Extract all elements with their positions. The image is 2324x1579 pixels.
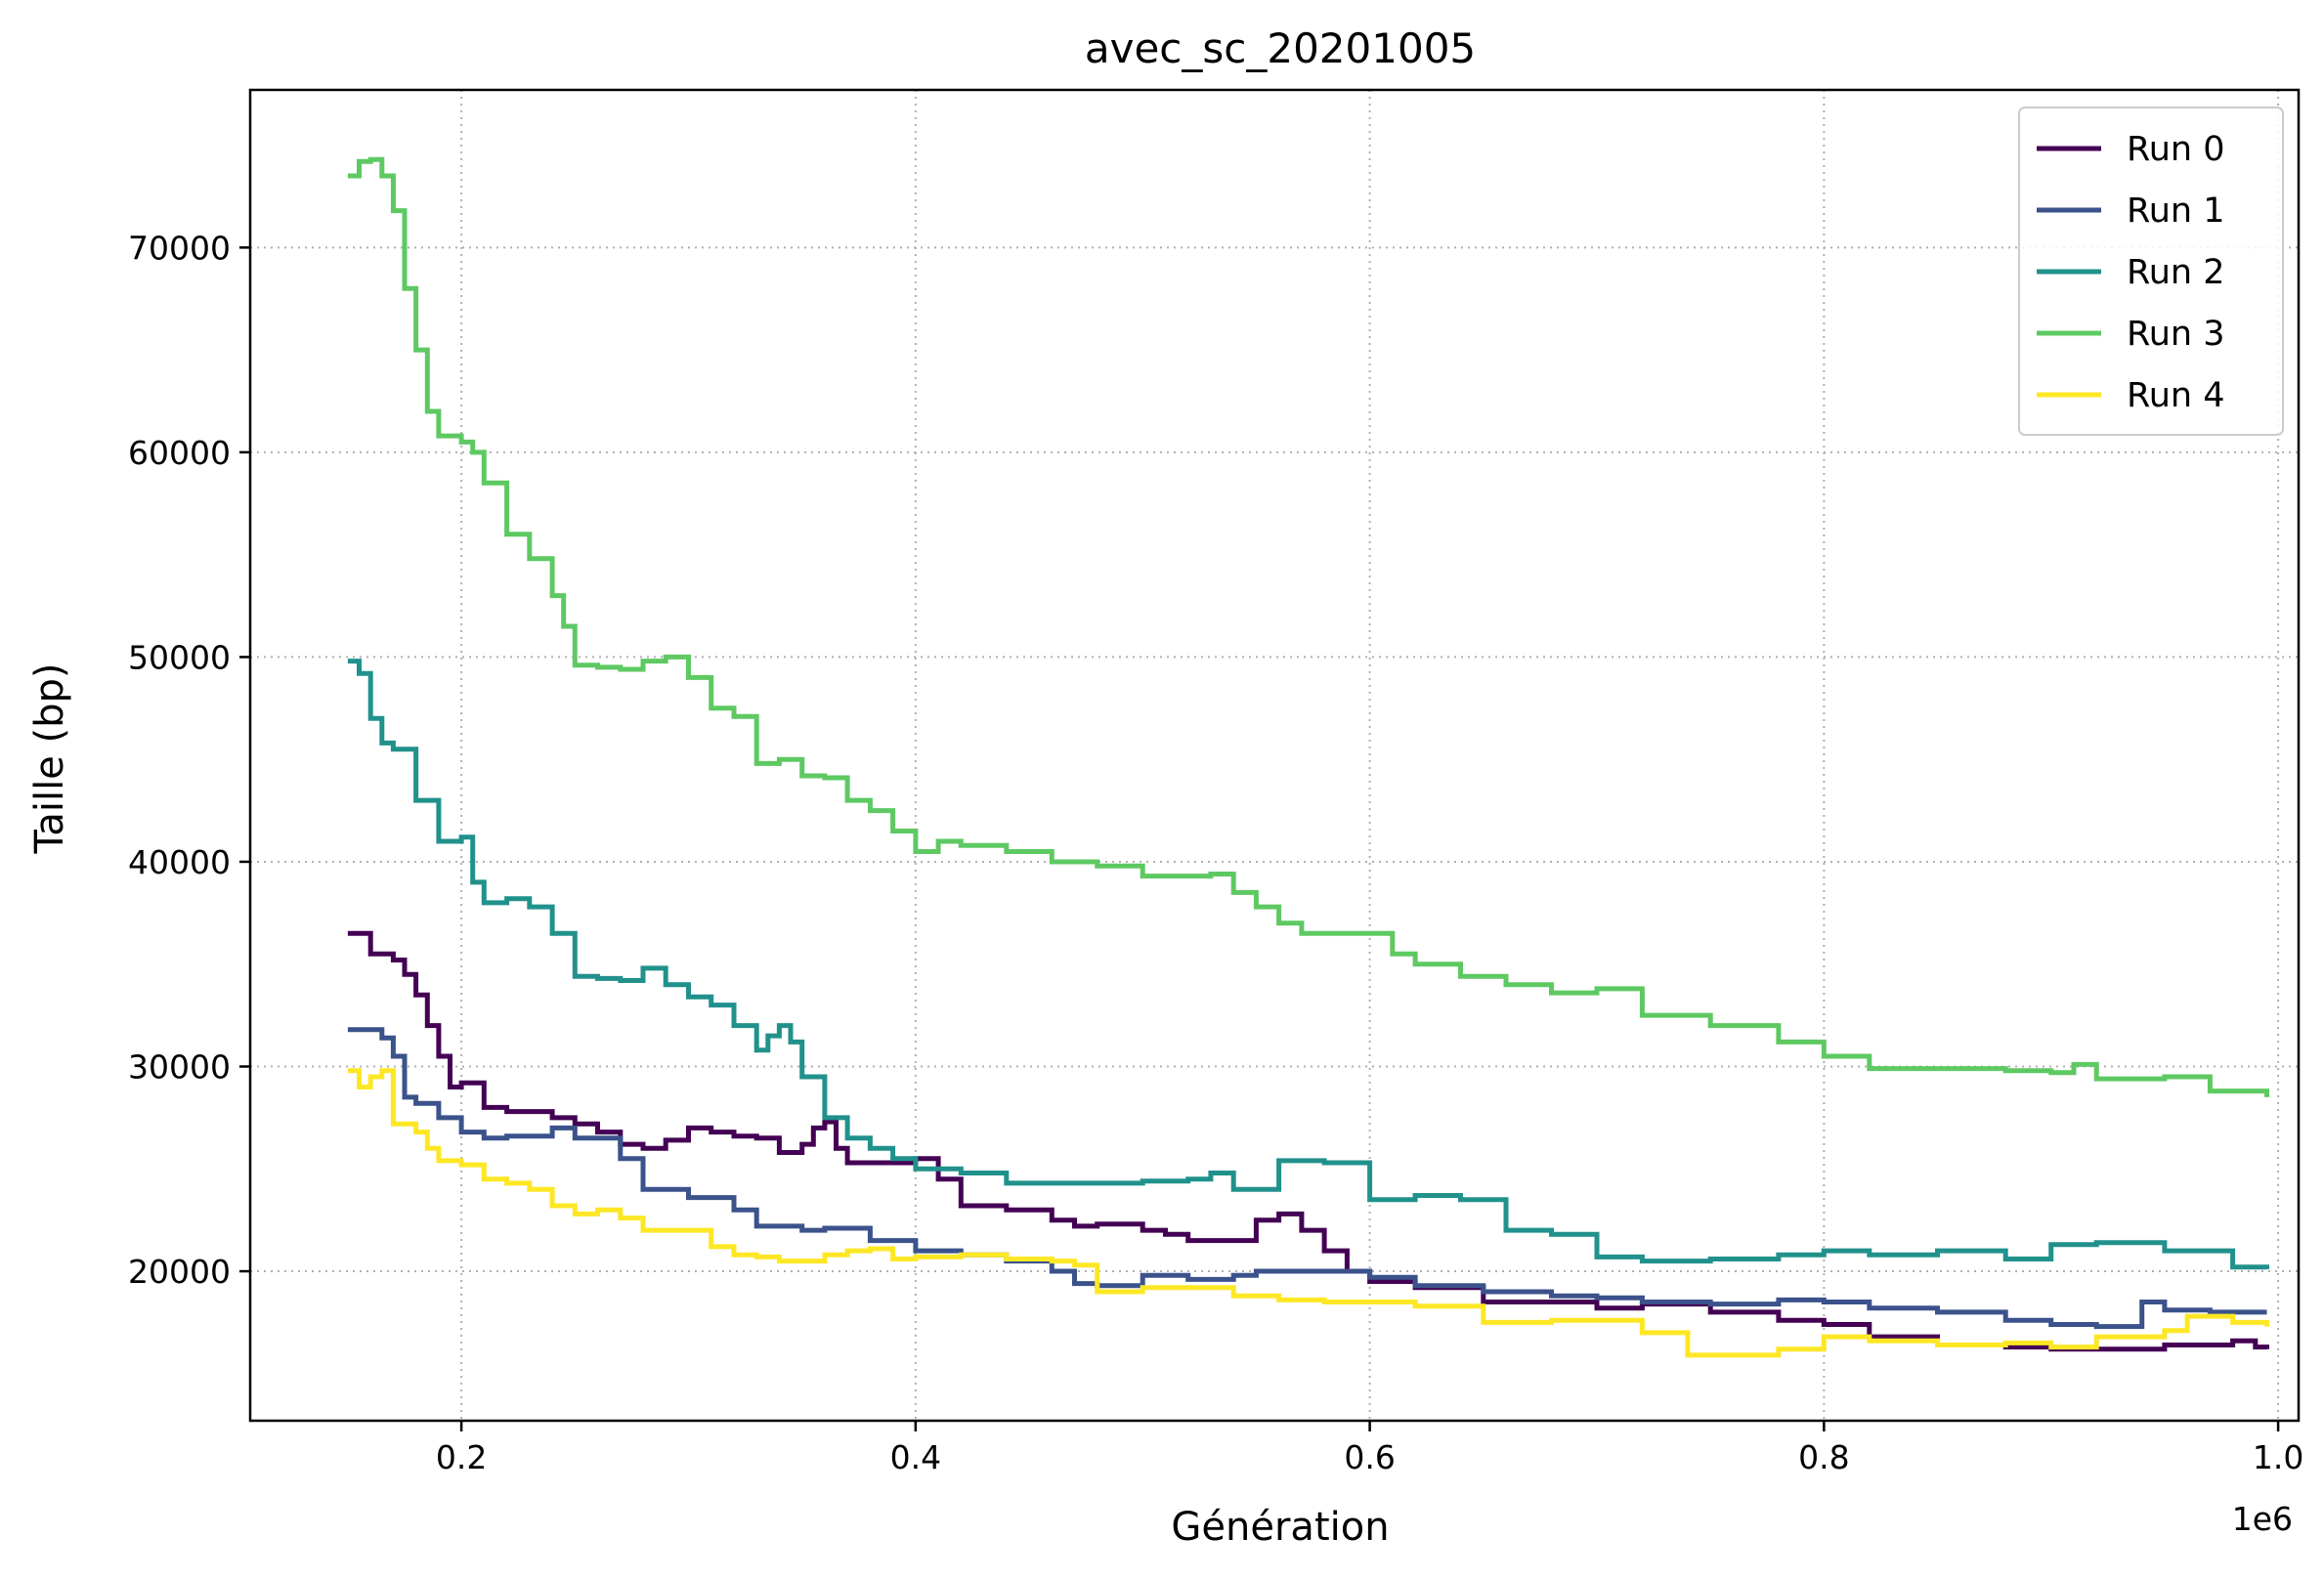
y-tick-label-3: 50000: [128, 638, 231, 676]
x-tick-label-3: 0.8: [1798, 1438, 1849, 1476]
chart-title: avec_sc_20201005: [1085, 24, 1476, 72]
y-tick-label-1: 30000: [128, 1047, 231, 1086]
series-line-run-2: [347, 659, 2269, 1270]
x-axis-offset-label: 1e6: [2232, 1500, 2293, 1538]
y-axis-ticks: 20000 30000 40000 50000 60000 70000: [128, 229, 250, 1291]
x-tick-label-1: 0.4: [890, 1438, 941, 1476]
y-axis-label: Taille (bp): [27, 663, 72, 855]
x-tick-label-4: 1.0: [2253, 1438, 2303, 1476]
series-line-run-3: [347, 156, 2269, 1097]
y-tick-label-2: 40000: [128, 843, 231, 881]
plot-frame: [248, 88, 2301, 1423]
legend-label-run-0: Run 0: [2127, 130, 2225, 169]
y-tick-label-4: 60000: [128, 434, 231, 472]
legend: Run 0 Run 1 Run 2 Run 3 Run 4: [2018, 107, 2284, 436]
legend-label-run-3: Run 3: [2127, 315, 2225, 354]
legend-label-run-1: Run 1: [2127, 192, 2225, 231]
axes: [248, 88, 2301, 1423]
x-tick-label-0: 0.2: [436, 1438, 487, 1476]
x-tick-label-2: 0.6: [1344, 1438, 1395, 1476]
legend-label-run-4: Run 4: [2127, 376, 2225, 415]
series-line-run-0: [347, 930, 2269, 1352]
series-line-run-1: [347, 1027, 2267, 1330]
legend-box: [2018, 107, 2284, 436]
legend-label-run-2: Run 2: [2127, 253, 2225, 292]
y-tick-label-0: 20000: [128, 1253, 231, 1291]
x-axis-ticks: 0.2 0.4 0.6 0.8 1.0: [436, 1421, 2303, 1476]
series-line-run-4: [347, 1068, 2269, 1358]
y-tick-label-5: 70000: [128, 229, 231, 267]
x-axis-label: Génération: [1171, 1505, 1389, 1550]
series-lines: [347, 156, 2269, 1358]
